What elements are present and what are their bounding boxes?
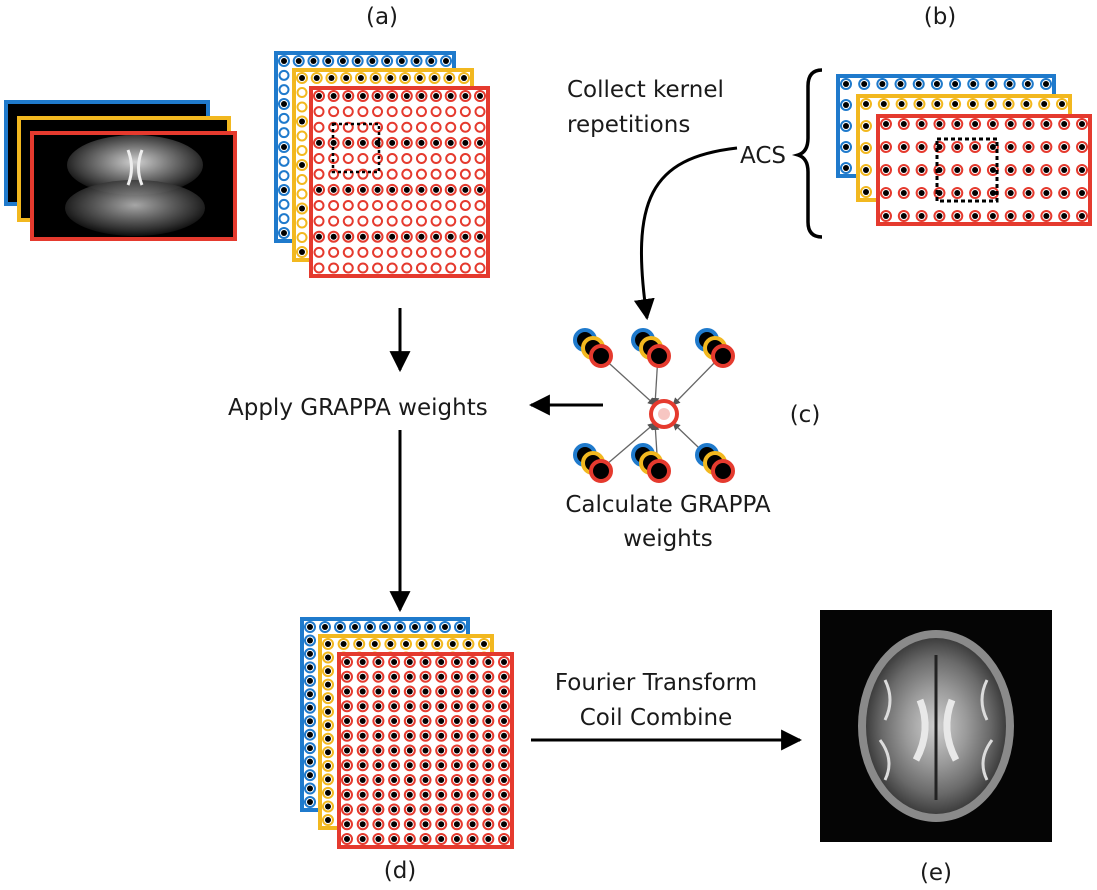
kernel-window-a [331,122,381,174]
panel-label-d: (d) [384,858,417,884]
collect-text-line1: Collect kernel [567,77,724,103]
aliased-brain [67,135,203,195]
kspace-d-red [337,652,514,849]
source-point-2 [631,328,671,368]
kspace-a-red [309,86,490,278]
panel-label-b: (b) [924,4,957,30]
acs-brace [791,68,823,239]
kspace-b-red [876,114,1092,226]
arrow-acs-to-kernel [633,146,738,321]
calculate-text-line2: weights [623,526,713,552]
apply-weights-text: Apply GRAPPA weights [228,395,488,421]
source-point-4 [573,443,613,483]
kernel-window-b [935,137,999,203]
source-point-6 [695,443,735,483]
reconstructed-image [820,610,1052,842]
panel-label-a: (a) [366,4,398,30]
collect-text-line2: repetitions [567,112,690,138]
source-point-3 [695,328,735,368]
undersampled-kspace-stack [274,51,490,278]
target-point-fill [658,408,670,420]
aliased-coil-images [4,100,237,241]
fourier-text-line1: Fourier Transform [555,670,757,696]
acs-kspace-stack [836,74,1092,226]
source-point-1 [573,328,613,368]
recon-ventricles [912,698,960,762]
panel-label-c: (c) [790,402,821,428]
filled-kspace-stack [300,617,514,849]
acs-label: ACS [740,143,786,169]
panel-label-e: (e) [920,860,952,886]
source-point-5 [631,443,671,483]
fourier-text-line2: Coil Combine [580,705,732,731]
calculate-text-line1: Calculate GRAPPA [565,492,771,518]
aliased-brain-fold [65,180,205,236]
grappa-kernel [573,328,735,483]
